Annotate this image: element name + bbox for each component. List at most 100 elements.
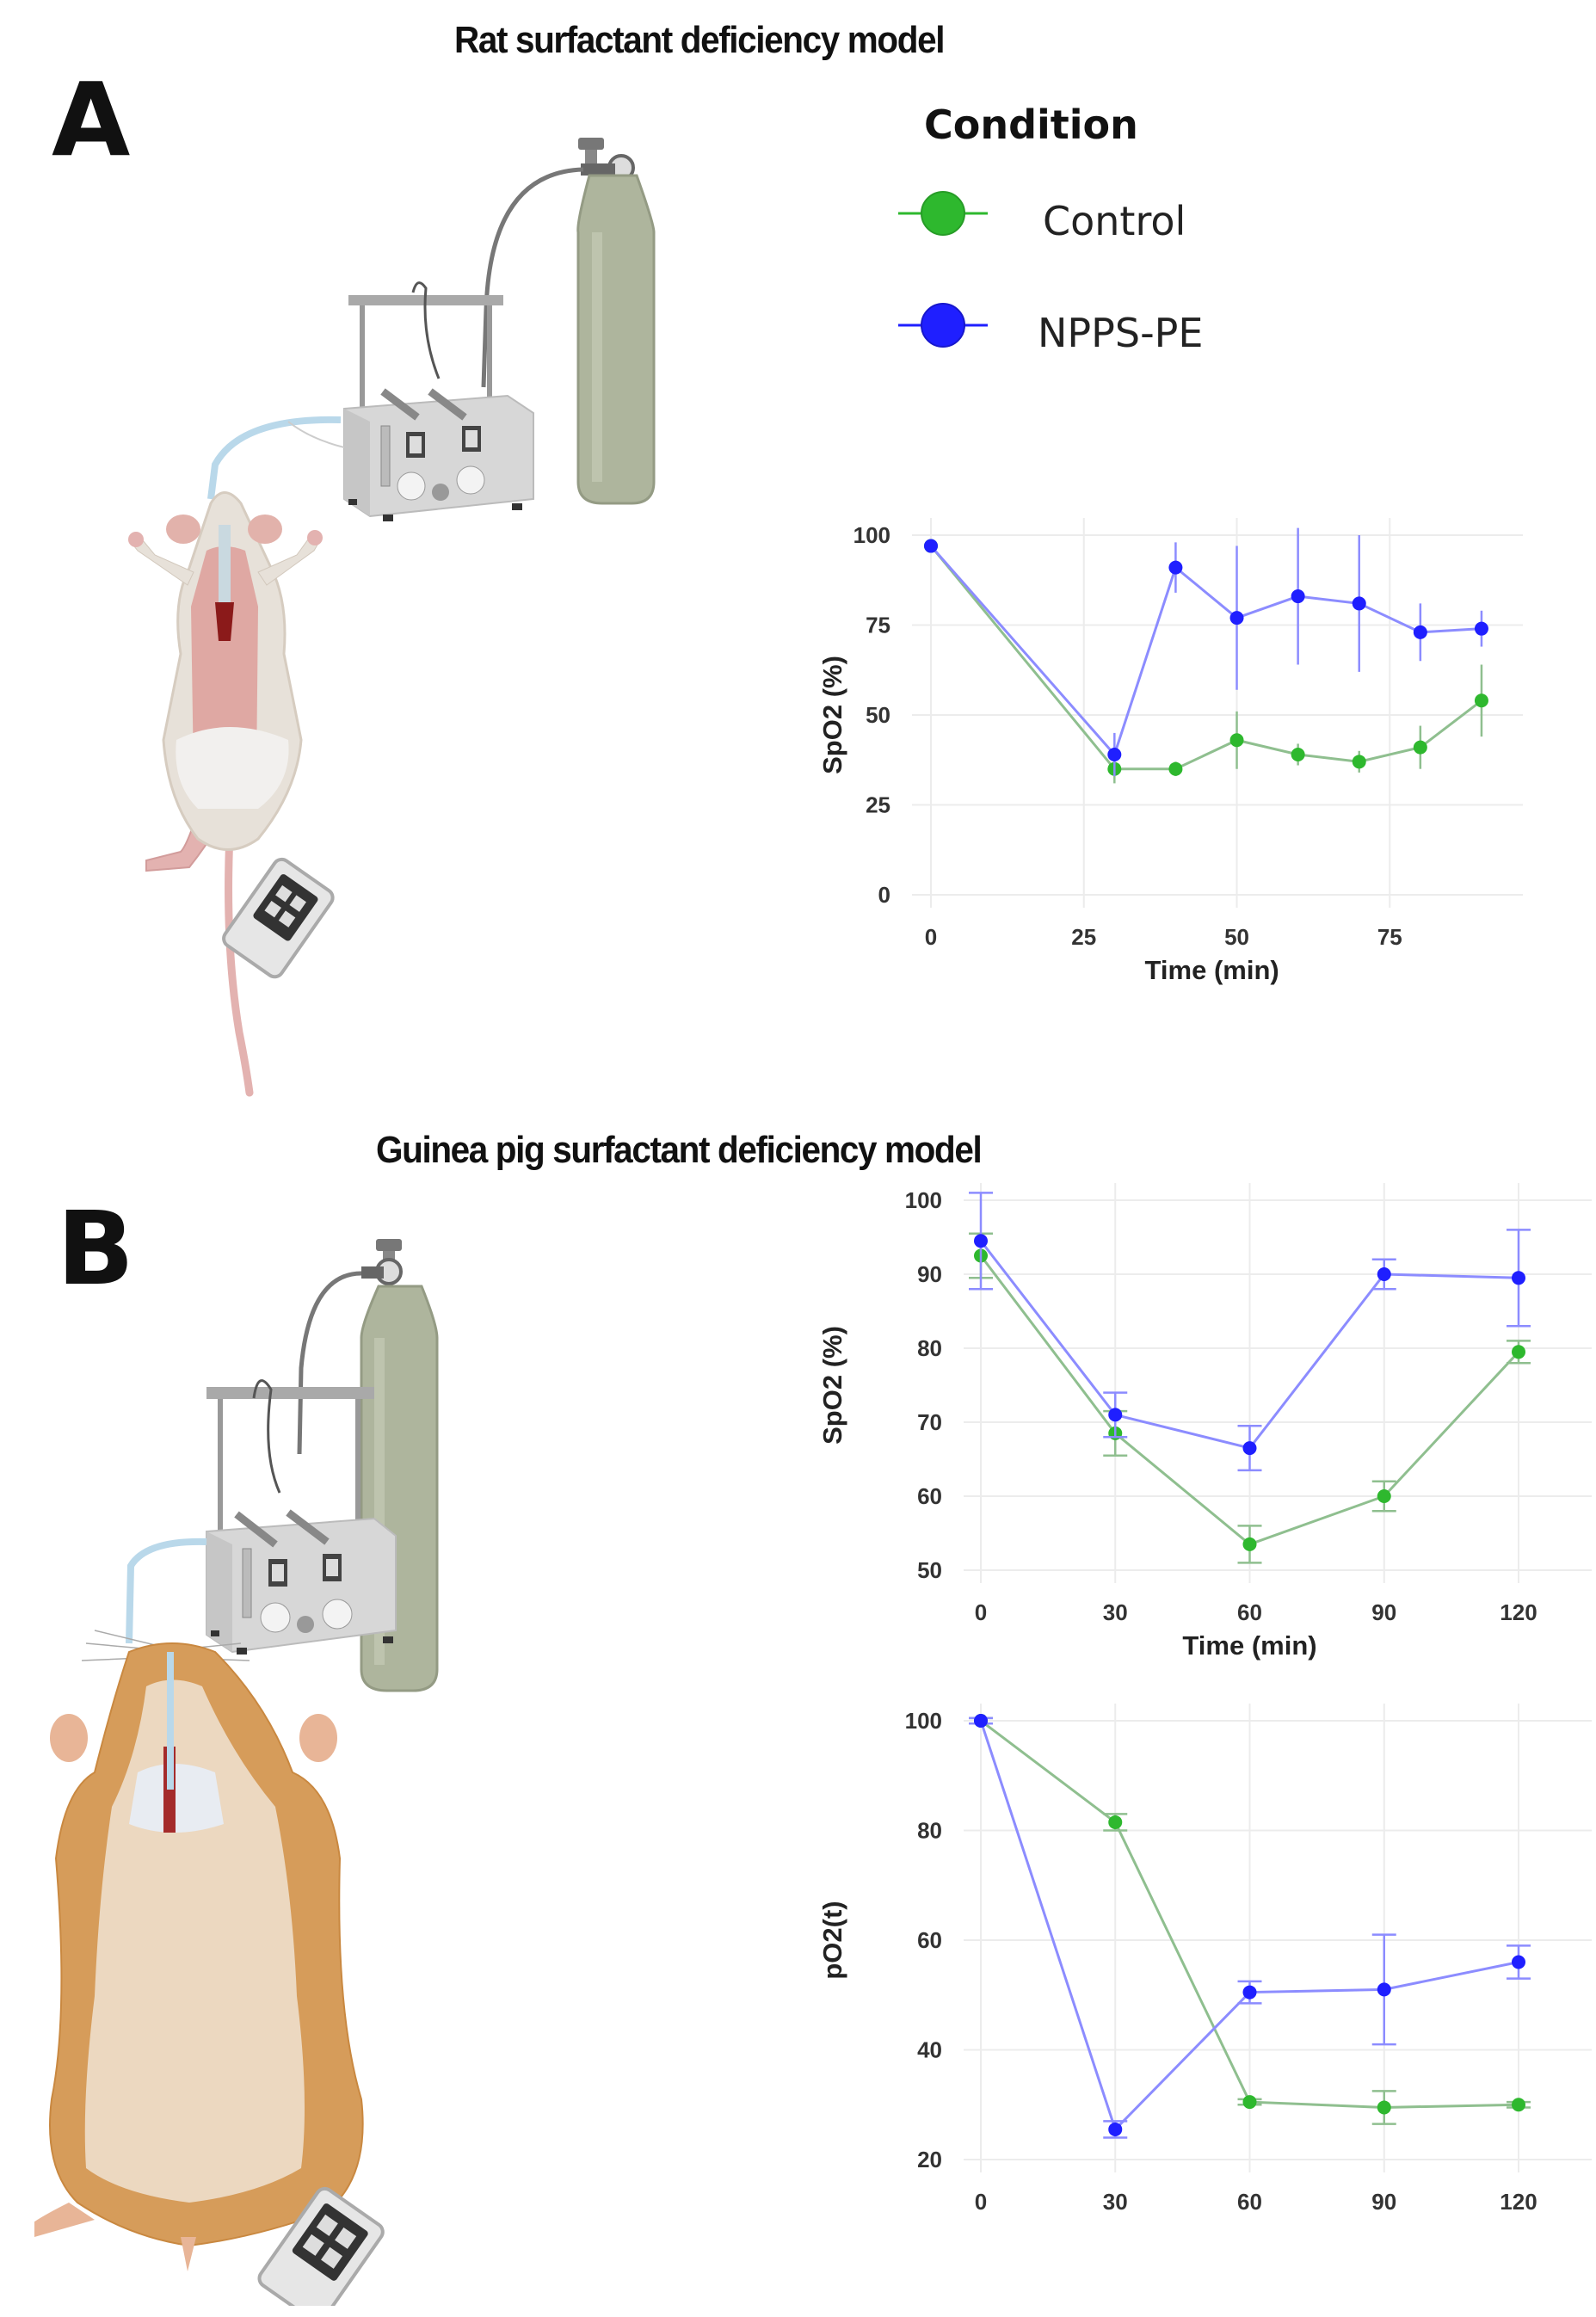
series-line	[929, 545, 1482, 771]
y-tick-label: 60	[917, 1483, 942, 1509]
data-point	[1377, 1489, 1391, 1503]
data-point	[1242, 2095, 1257, 2110]
rat-icon	[128, 491, 323, 1097]
x-tick-label: 120	[1500, 1599, 1537, 1625]
guinea-pig-spo2-chart: 50 60 70 80 90 100 0 30 60 90 120 Time (min) SpO2 (%…	[817, 1183, 1592, 1661]
data-point	[1512, 2098, 1525, 2112]
x-axis-label: Time (min)	[1182, 1630, 1316, 1661]
x-tick-label: 30	[1103, 2189, 1128, 2215]
y-axis-label: SpO2 (%)	[817, 1326, 847, 1445]
data-point	[1242, 1537, 1257, 1551]
data-point	[1108, 2122, 1123, 2136]
y-tick-label: 90	[917, 1261, 942, 1287]
x-tick-label: 90	[1371, 1599, 1396, 1625]
data-point	[1512, 1955, 1525, 1969]
x-tick-label: 30	[1103, 1599, 1128, 1625]
data-point	[1474, 621, 1488, 636]
data-point	[1242, 1441, 1257, 1456]
y-tick-label: 100	[905, 1187, 942, 1213]
series-control	[924, 539, 1488, 784]
data-point	[1474, 693, 1488, 708]
gas-hose	[297, 1271, 362, 1455]
data-point	[924, 539, 938, 553]
data-point	[1512, 1271, 1525, 1285]
breathing-tube	[207, 416, 342, 500]
rat-spo2-chart: 0 25 50 75 100 0 25 50 75 Time (min) SpO2 (%)	[817, 518, 1523, 985]
panel-b-title: Guinea pig surfactant deficiency model	[376, 1129, 983, 1171]
grid	[912, 518, 1523, 908]
data-point	[974, 1234, 988, 1248]
legend-swatches	[898, 191, 988, 348]
guinea-pig-icon	[34, 1630, 364, 2271]
data-point	[1377, 1982, 1391, 1997]
ventilator-icon	[206, 1379, 397, 1655]
series-npps-pe	[969, 1714, 1531, 2139]
ventilator-icon	[343, 281, 534, 521]
y-tick-label: 50	[866, 702, 890, 728]
x-tick-label: 120	[1500, 2189, 1537, 2215]
y-tick-label: 70	[917, 1409, 942, 1435]
grid	[964, 1704, 1592, 2172]
x-tick-label: 0	[975, 2189, 987, 2215]
legend-title: Condition	[924, 102, 1138, 148]
x-tick-label: 60	[1237, 1599, 1262, 1625]
y-tick-label: 0	[878, 882, 890, 908]
data-point	[1352, 596, 1366, 611]
grid	[964, 1183, 1592, 1583]
breathing-tube	[126, 1537, 207, 1644]
y-axis-label: pO2(t)	[817, 1901, 847, 1979]
x-axis-label: Time (min)	[1145, 955, 1279, 985]
data-point	[1377, 1267, 1391, 1281]
data-point	[1291, 589, 1305, 604]
x-tick-label: 0	[925, 924, 937, 950]
data-point	[1242, 1985, 1257, 2000]
y-tick-label: 20	[917, 2147, 942, 2172]
data-point	[1413, 625, 1427, 639]
series-line	[929, 545, 1482, 757]
x-tick-label: 75	[1377, 924, 1402, 950]
panel-b-letter: B	[57, 1189, 134, 1308]
x-tick-label: 90	[1371, 2189, 1396, 2215]
y-tick-label: 50	[917, 1557, 942, 1583]
data-point	[974, 1714, 988, 1728]
data-point	[1352, 755, 1366, 769]
y-tick-label: 100	[905, 1708, 942, 1734]
pulse-oximeter-icon	[222, 857, 335, 979]
data-point	[1377, 2100, 1391, 2115]
y-tick-label: 25	[866, 792, 890, 818]
panel-a-letter: A	[52, 60, 131, 179]
y-tick-label: 75	[866, 613, 890, 638]
gas-hose	[481, 167, 584, 388]
data-point	[1108, 1815, 1123, 1829]
legend-label-npps-pe: NPPS-PE	[1038, 310, 1204, 356]
y-tick-label: 100	[853, 522, 890, 548]
data-point	[1229, 611, 1244, 625]
data-point	[1229, 733, 1244, 748]
y-tick-label: 80	[917, 1818, 942, 1844]
pulse-oximeter-icon	[257, 2186, 385, 2306]
x-tick-label: 60	[1237, 2189, 1262, 2215]
data-point	[1107, 747, 1122, 761]
gas-cylinder-icon	[576, 138, 656, 505]
y-axis-label: SpO2 (%)	[817, 656, 847, 774]
legend-control-marker-icon	[898, 191, 988, 236]
data-point	[1168, 560, 1183, 575]
guinea-pig-po2-chart: 204060801000306090120Time (min)pO2(t)	[817, 1704, 1592, 2215]
panel-a-title: Rat surfactant deficiency model	[454, 19, 945, 61]
data-point	[1108, 1408, 1123, 1422]
legend: Condition Control NPPS-PE	[895, 102, 1239, 377]
x-tick-label: 25	[1071, 924, 1096, 950]
series-npps-pe	[924, 527, 1488, 777]
data-point	[1512, 1345, 1525, 1359]
x-tick-label: 50	[1224, 924, 1249, 950]
rat-setup-illustration	[128, 138, 656, 1097]
guinea-pig-setup-illustration	[34, 1239, 439, 2306]
legend-npps-marker-icon	[898, 303, 988, 348]
x-tick-label: 0	[975, 1599, 987, 1625]
y-tick-label: 40	[917, 2037, 942, 2063]
series-npps-pe	[969, 1192, 1531, 1472]
data-point	[1291, 747, 1305, 761]
data-point	[1168, 761, 1183, 776]
legend-label-control: Control	[1043, 198, 1186, 244]
y-tick-label: 80	[917, 1335, 942, 1361]
